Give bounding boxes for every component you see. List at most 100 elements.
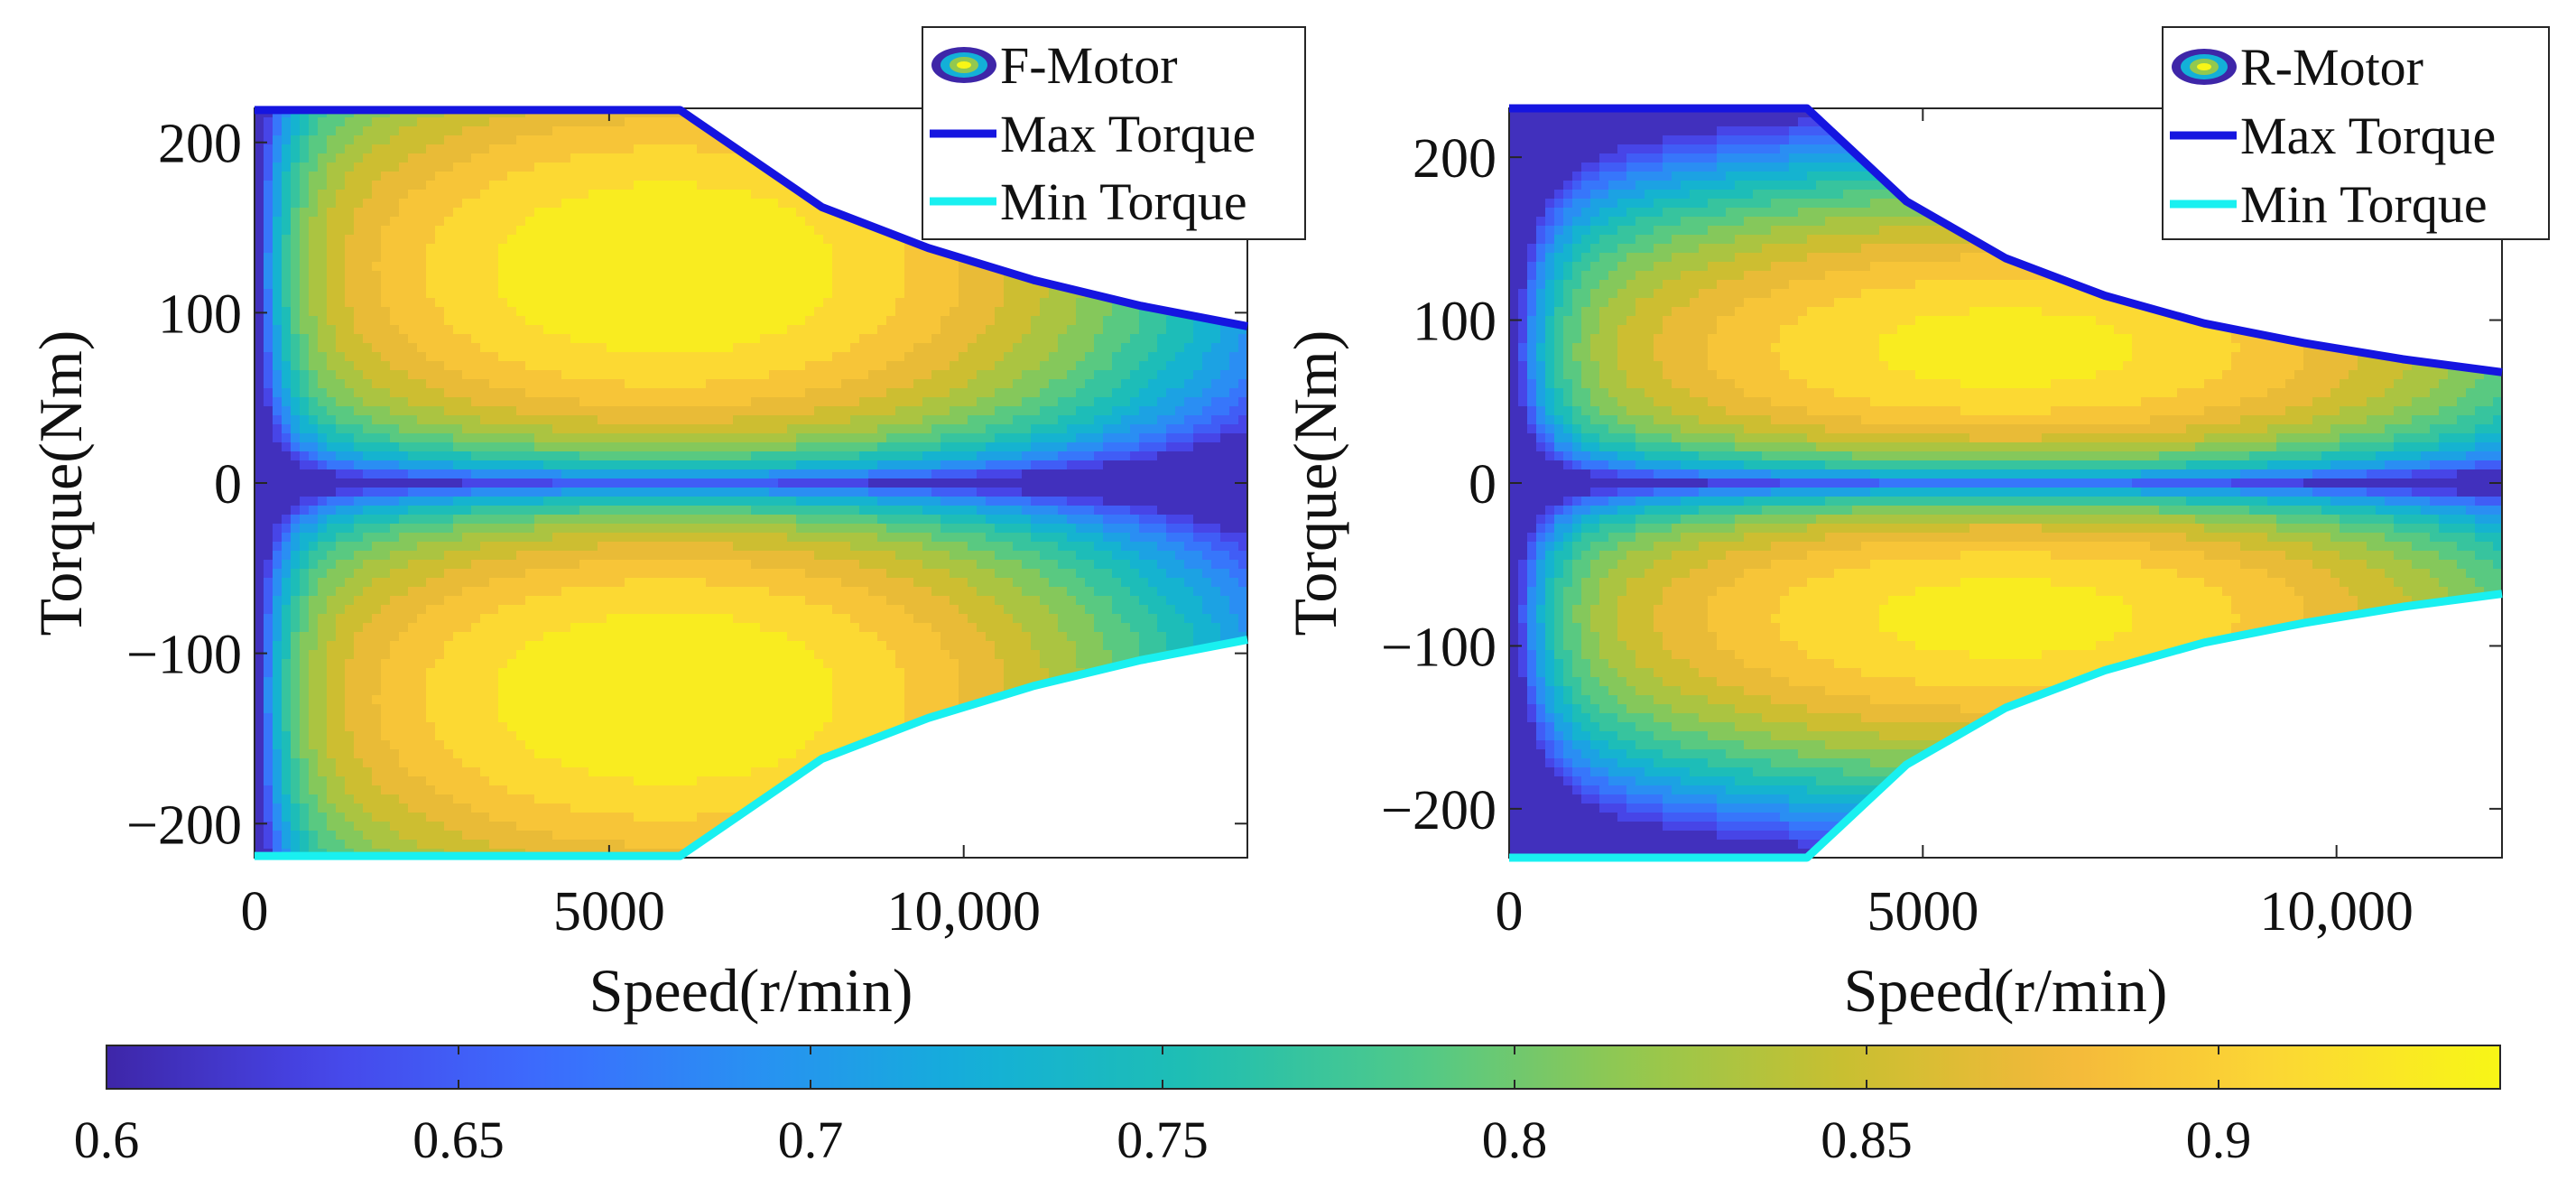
f-contour-cell xyxy=(688,433,698,443)
f-contour-cell xyxy=(1211,424,1221,434)
f-contour-cell xyxy=(1031,298,1041,308)
f-contour-cell xyxy=(273,451,283,461)
f-contour-cell xyxy=(525,343,535,353)
f-contour-cell xyxy=(336,226,346,236)
f-contour-cell xyxy=(1193,370,1203,380)
f-contour-cell xyxy=(399,325,409,335)
f-contour-cell xyxy=(399,199,409,209)
f-contour-cell xyxy=(318,352,328,362)
f-contour-cell xyxy=(1058,352,1068,362)
f-contour-cell xyxy=(616,469,625,479)
f-contour-cell xyxy=(462,388,472,398)
f-contour-cell xyxy=(462,424,472,434)
f-contour-cell xyxy=(868,478,878,488)
f-contour-cell xyxy=(841,478,851,488)
f-contour-cell xyxy=(995,298,1005,308)
f-contour-cell xyxy=(1058,379,1068,389)
f-contour-cell xyxy=(561,343,571,353)
f-contour-cell xyxy=(941,488,950,497)
f-contour-cell xyxy=(1022,298,1032,308)
f-contour-cell xyxy=(363,117,373,127)
f-contour-cell xyxy=(588,370,598,380)
f-contour-cell xyxy=(336,451,346,461)
f-contour-cell xyxy=(264,117,273,127)
f-contour-cell xyxy=(570,253,580,263)
f-contour-cell xyxy=(823,244,833,254)
f-contour-cell xyxy=(516,135,526,145)
f-contour-cell xyxy=(895,433,905,443)
f-contour-cell xyxy=(715,316,725,326)
f-contour-cell xyxy=(796,352,806,362)
f-contour-cell xyxy=(625,388,635,398)
f-contour-cell xyxy=(291,217,301,227)
f-contour-cell xyxy=(300,497,310,506)
f-contour-cell xyxy=(543,424,553,434)
f-contour-cell xyxy=(941,469,950,479)
f-contour-cell xyxy=(363,442,373,452)
f-contour-cell xyxy=(264,190,273,200)
f-contour-cell xyxy=(805,442,815,452)
f-contour-cell xyxy=(931,289,941,299)
f-contour-cell xyxy=(724,469,734,479)
f-contour-cell xyxy=(1067,289,1077,299)
f-contour-cell xyxy=(570,163,580,172)
f-contour-cell xyxy=(525,515,535,525)
f-contour-cell xyxy=(309,478,319,488)
f-contour-cell xyxy=(1148,361,1158,371)
f-contour-cell xyxy=(643,163,653,172)
f-contour-cell xyxy=(814,469,824,479)
f-contour-cell xyxy=(742,488,752,497)
f-contour-cell xyxy=(823,325,833,335)
f-contour-cell xyxy=(507,406,517,416)
f-contour-cell xyxy=(751,262,761,272)
f-contour-cell xyxy=(516,442,526,452)
f-contour-cell xyxy=(507,415,517,425)
f-contour-cell xyxy=(742,361,752,371)
f-contour-cell xyxy=(823,352,833,362)
f-contour-cell xyxy=(408,117,418,127)
f-contour-cell xyxy=(769,217,779,227)
f-contour-cell xyxy=(264,406,273,416)
f-contour-cell xyxy=(886,325,896,335)
f-contour-cell xyxy=(1184,406,1194,416)
f-contour-cell xyxy=(652,469,662,479)
f-contour-cell xyxy=(471,190,481,200)
f-contour-cell xyxy=(399,469,409,479)
f-contour-cell xyxy=(1031,506,1041,516)
f-contour-cell xyxy=(607,190,616,200)
f-contour-cell xyxy=(1058,334,1068,344)
f-contour-cell xyxy=(516,226,526,236)
f-contour-cell xyxy=(489,235,499,245)
f-contour-cell xyxy=(1166,460,1176,470)
f-contour-cell xyxy=(688,289,698,299)
f-contour-cell xyxy=(742,334,752,344)
f-contour-cell xyxy=(300,153,310,163)
f-contour-cell xyxy=(507,298,517,308)
f-contour-cell xyxy=(525,172,535,181)
f-contour-cell xyxy=(1004,280,1014,290)
f-contour-cell xyxy=(922,370,932,380)
f-contour-cell xyxy=(345,253,355,263)
f-contour-cell xyxy=(805,451,815,461)
f-contour-cell xyxy=(498,226,508,236)
f-contour-cell xyxy=(941,460,950,470)
f-contour-cell xyxy=(489,515,499,525)
f-contour-cell xyxy=(805,460,815,470)
f-contour-cell xyxy=(1103,406,1113,416)
f-contour-cell xyxy=(733,307,743,317)
f-contour-cell xyxy=(1184,424,1194,434)
f-contour-cell xyxy=(390,497,400,506)
f-contour-cell xyxy=(471,460,481,470)
f-contour-cell xyxy=(823,262,833,272)
f-contour-cell xyxy=(273,415,283,425)
f-contour-cell xyxy=(291,199,301,209)
f-contour-cell xyxy=(733,316,743,326)
f-contour-cell xyxy=(778,361,788,371)
f-contour-cell xyxy=(941,379,950,389)
f-contour-cell xyxy=(426,271,436,281)
f-contour-cell xyxy=(778,460,788,470)
f-contour-cell xyxy=(255,325,264,335)
f-contour-cell xyxy=(588,271,598,281)
f-contour-cell xyxy=(345,307,355,317)
f-contour-cell xyxy=(643,424,653,434)
